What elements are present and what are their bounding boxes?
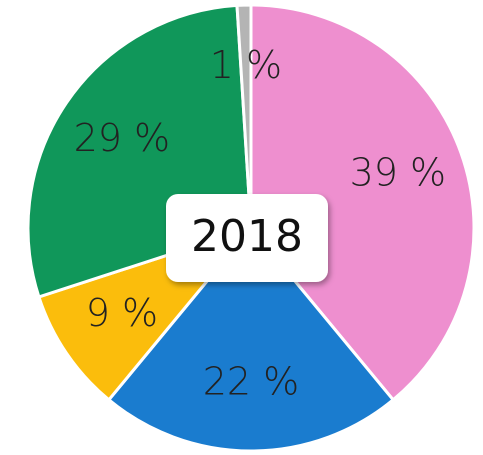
pie-slice xyxy=(106,225,396,453)
data-label: 22 % xyxy=(203,360,300,404)
data-label: 1 % xyxy=(210,43,282,87)
slices xyxy=(26,3,476,453)
center-box xyxy=(166,194,328,282)
data-label: 29 % xyxy=(74,116,171,160)
pie-slice xyxy=(235,3,253,229)
labels: 39 % 22 % 9 % 29 % 1 % xyxy=(74,43,447,404)
chart-title: 2018 xyxy=(191,211,303,262)
data-label: 9 % xyxy=(86,291,158,335)
data-label: 39 % xyxy=(350,151,447,195)
pie-slice xyxy=(249,3,476,402)
